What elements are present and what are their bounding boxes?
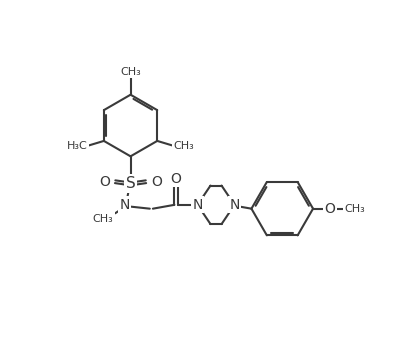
Text: N: N (192, 198, 203, 212)
Text: O: O (171, 172, 181, 186)
Text: CH₃: CH₃ (92, 214, 113, 224)
Text: CH₃: CH₃ (344, 204, 365, 214)
Text: N: N (229, 198, 240, 212)
Text: CH₃: CH₃ (173, 140, 194, 150)
Text: O: O (99, 175, 110, 189)
Text: CH₃: CH₃ (120, 67, 141, 77)
Text: H₃C: H₃C (67, 140, 88, 150)
Text: N: N (119, 198, 130, 212)
Text: O: O (151, 175, 162, 189)
Text: O: O (325, 202, 336, 216)
Text: S: S (126, 176, 135, 191)
